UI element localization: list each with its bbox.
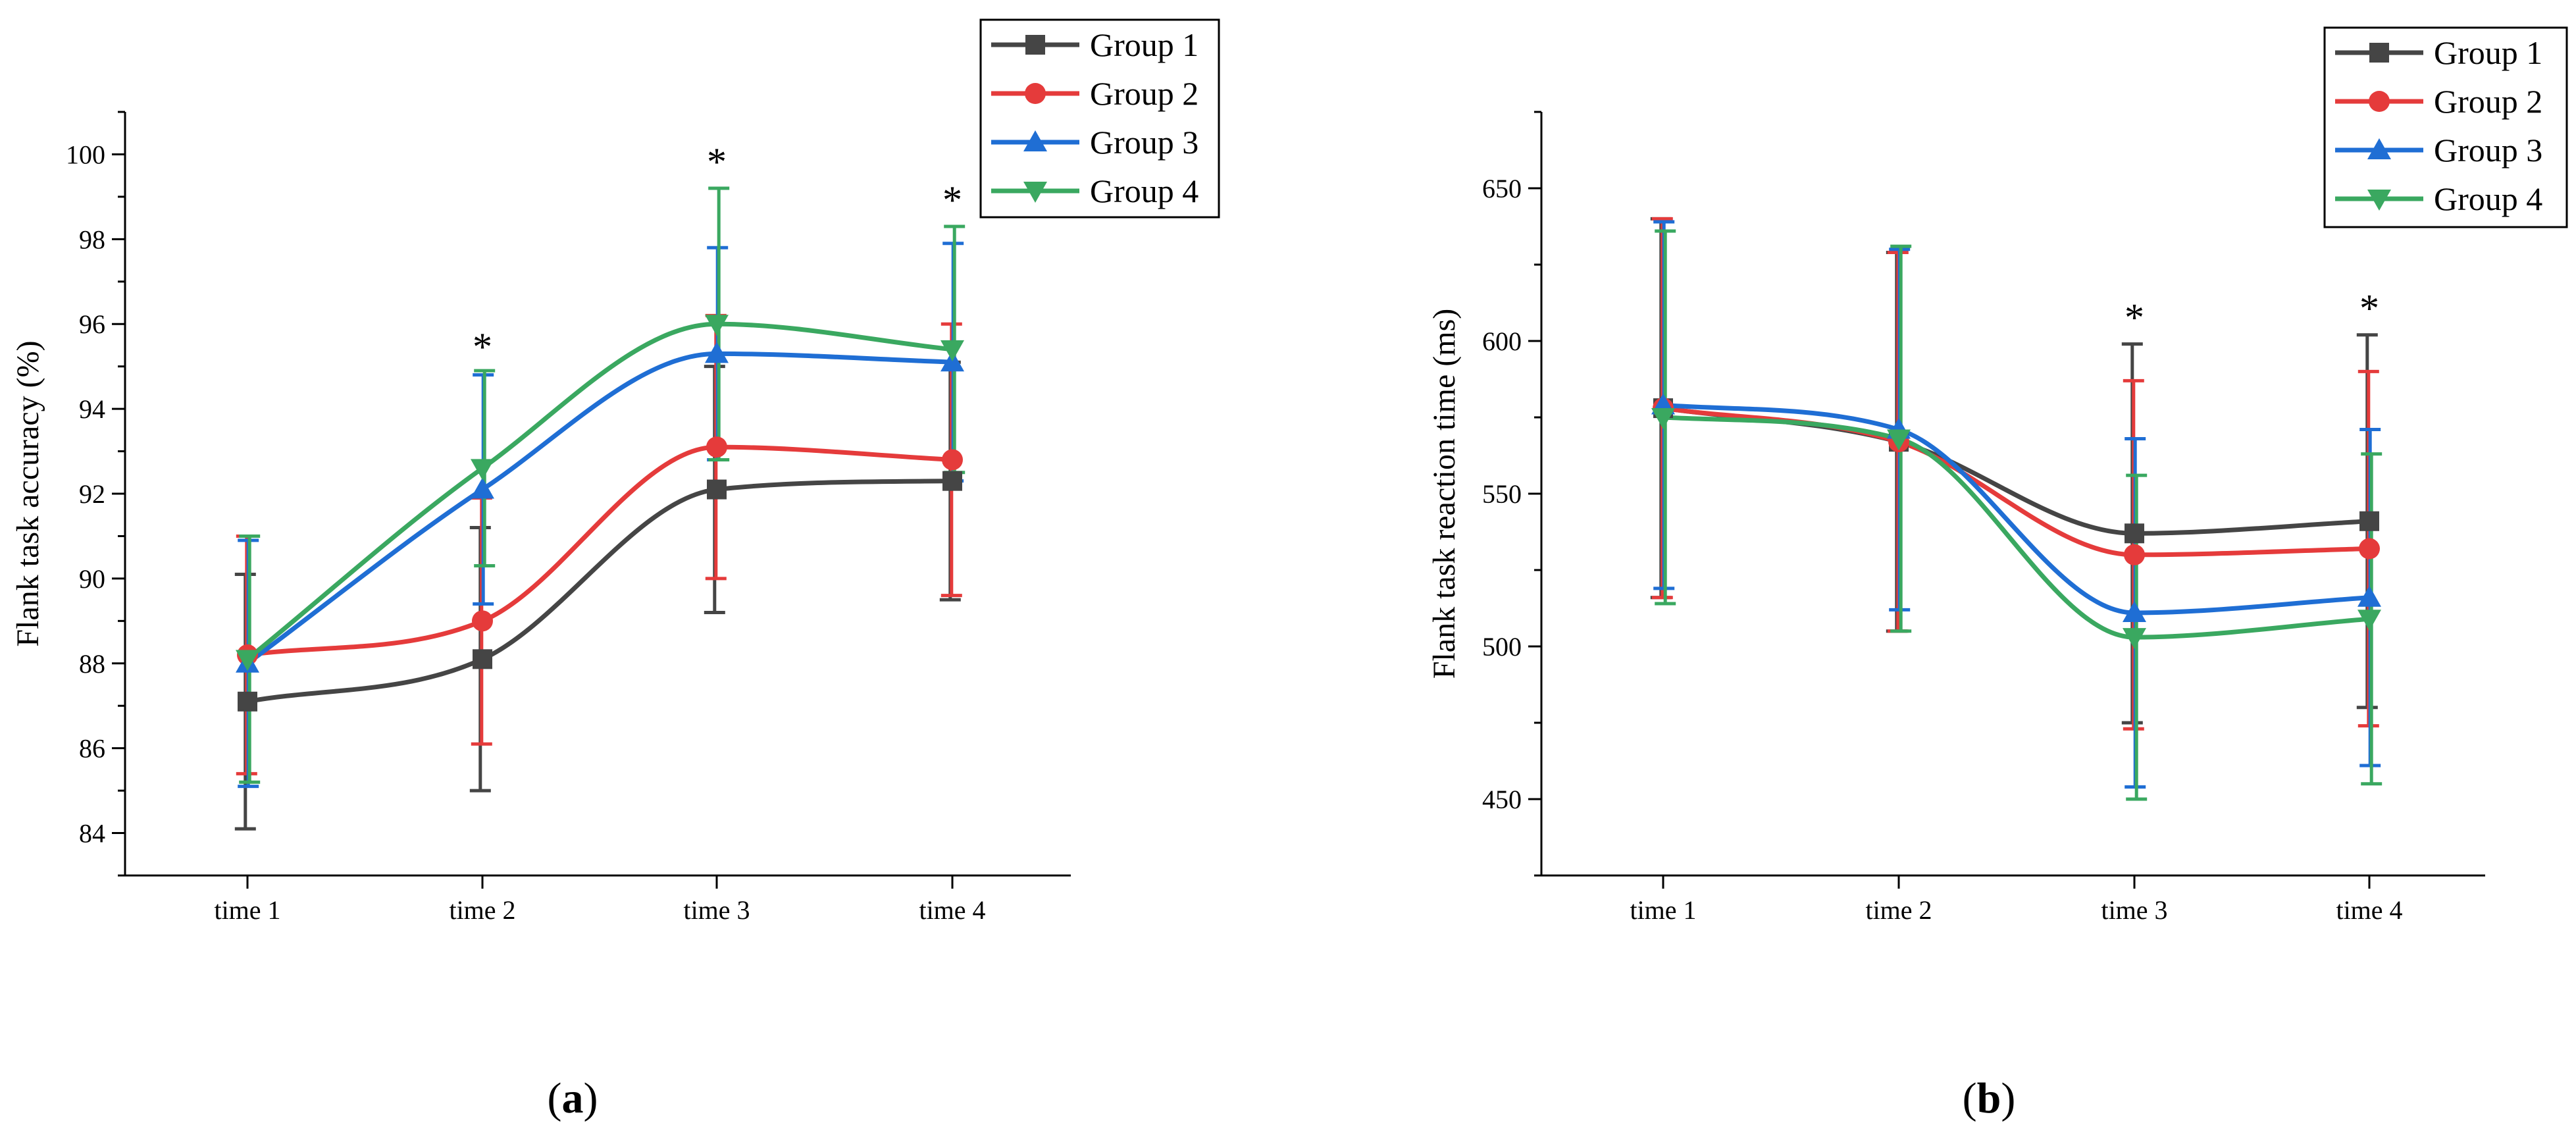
series-group-1 — [234, 360, 961, 831]
y-tick-label: 94 — [79, 394, 105, 424]
legend: Group 1 Group 2 Group 3 Group 4 — [979, 18, 1220, 219]
y-tick-label: 500 — [1482, 632, 1522, 662]
x-tick-label-time-1: time 1 — [1630, 895, 1696, 925]
x-tick-label-time-3: time 3 — [683, 895, 750, 925]
series-group-4 — [239, 186, 966, 784]
series-line-group-1 — [245, 479, 955, 704]
series-group-3 — [238, 242, 964, 789]
data-point-group-4-time-3 — [2123, 628, 2146, 650]
y-tick-label: 92 — [79, 479, 105, 509]
series-group-2 — [236, 313, 962, 775]
legend-label-group-4: Group 4 — [2434, 180, 2542, 217]
data-point-group-3-time-2 — [471, 477, 494, 499]
significance-marker: * — [473, 325, 492, 369]
significance-marker: * — [707, 140, 727, 184]
series-line-group-1 — [1661, 405, 2372, 536]
x-tick-label-time-2: time 2 — [449, 895, 515, 925]
chart-panel-b: 450 500 550 600 650 time 1 time 2 time 3 time 4 F… — [1427, 26, 2568, 1122]
y-axis-title: Flank task reaction time (ms) — [1427, 309, 1462, 679]
y-tick-label: 84 — [79, 819, 105, 848]
y-tick-label: 100 — [66, 140, 105, 169]
series-group-4 — [1655, 229, 2383, 801]
series-line-group-3 — [1661, 402, 2372, 615]
legend-marker-group-3 — [1023, 130, 1047, 151]
data-point-group-2-time-2 — [472, 610, 493, 632]
y-tick-label: 88 — [79, 649, 105, 679]
legend-label-group-2: Group 2 — [1090, 75, 1198, 112]
legend-label-group-4: Group 4 — [1090, 172, 1198, 209]
data-point-group-2-time-4 — [942, 449, 963, 471]
series-line-group-3 — [245, 351, 955, 666]
data-point-group-1-time-3 — [2125, 523, 2144, 544]
data-point-group-4-time-1 — [236, 650, 259, 671]
legend-marker-group-2 — [1025, 83, 1046, 104]
data-point-group-1-time-4 — [2359, 511, 2379, 531]
data-point-group-1-time-2 — [473, 649, 492, 669]
data-point-group-3-time-3 — [2123, 600, 2146, 622]
data-point-group-4-time-3 — [705, 315, 729, 336]
series-group-3 — [1653, 220, 2381, 789]
legend-label-group-3: Group 3 — [1090, 124, 1198, 161]
legend-label-group-2: Group 2 — [2434, 83, 2542, 120]
x-tick-label-time-3: time 3 — [2101, 895, 2167, 925]
y-tick-label: 550 — [1482, 479, 1522, 509]
legend-label-group-1: Group 1 — [1090, 26, 1198, 63]
legend-label-group-3: Group 3 — [2434, 132, 2542, 169]
legend-box — [979, 18, 1220, 219]
y-tick-label: 600 — [1482, 326, 1522, 356]
data-point-group-4-time-4 — [2357, 610, 2381, 631]
y-tick-label: 650 — [1482, 174, 1522, 203]
data-point-group-4-time-4 — [940, 340, 964, 361]
legend-marker-group-1 — [2369, 43, 2389, 63]
data-point-group-1-time-3 — [707, 479, 727, 500]
series-line-group-4 — [245, 321, 955, 662]
y-axis-title: Flank task accuracy (%) — [11, 340, 45, 646]
data-point-group-1-time-1 — [238, 691, 257, 712]
legend-marker-group-4 — [2367, 190, 2391, 211]
data-point-group-2-time-3 — [706, 436, 727, 458]
data-point-group-4-time-1 — [1651, 408, 1675, 429]
data-point-group-1-time-4 — [942, 471, 962, 491]
data-point-group-3-time-3 — [705, 342, 729, 363]
panel-label: (a) — [548, 1074, 598, 1122]
significance-marker: * — [2125, 296, 2144, 340]
legend-marker-group-2 — [2369, 91, 2390, 112]
y-tick-label: 450 — [1482, 785, 1522, 814]
legend-marker-group-3 — [2367, 138, 2391, 159]
chart-panel-a: 84 86 88 90 92 94 96 98 100 time 1 time 2 time 3 tim… — [11, 18, 1220, 1122]
significance-marker: * — [942, 178, 962, 222]
y-tick-label: 96 — [79, 309, 105, 339]
legend: Group 1 Group 2 Group 3 Group 4 — [2323, 26, 2568, 228]
data-point-group-4-time-2 — [1887, 429, 1911, 451]
y-tick-label: 86 — [79, 734, 105, 764]
x-tick-label-time-1: time 1 — [214, 895, 280, 925]
y-tick-label: 98 — [79, 224, 105, 254]
data-point-group-2-time-4 — [2359, 538, 2380, 560]
panel-label: (b) — [1963, 1074, 2016, 1122]
series-group-2 — [1651, 217, 2379, 731]
data-point-group-4-time-2 — [471, 459, 494, 481]
x-tick-label-time-4: time 4 — [2336, 895, 2402, 925]
legend-marker-group-1 — [1025, 35, 1045, 55]
series-line-group-2 — [245, 444, 955, 658]
data-point-group-2-time-3 — [2124, 544, 2145, 565]
legend-box — [2323, 26, 2568, 228]
y-tick-label: 90 — [79, 564, 105, 594]
x-tick-label-time-2: time 2 — [1865, 895, 1932, 925]
data-point-group-3-time-4 — [2357, 585, 2381, 607]
significance-marker: * — [2359, 287, 2379, 330]
x-tick-label-time-4: time 4 — [919, 895, 985, 925]
series-line-group-4 — [1661, 415, 2372, 640]
legend-marker-group-4 — [1023, 182, 1047, 203]
series-group-1 — [1650, 217, 2378, 725]
legend-label-group-1: Group 1 — [2434, 34, 2542, 71]
